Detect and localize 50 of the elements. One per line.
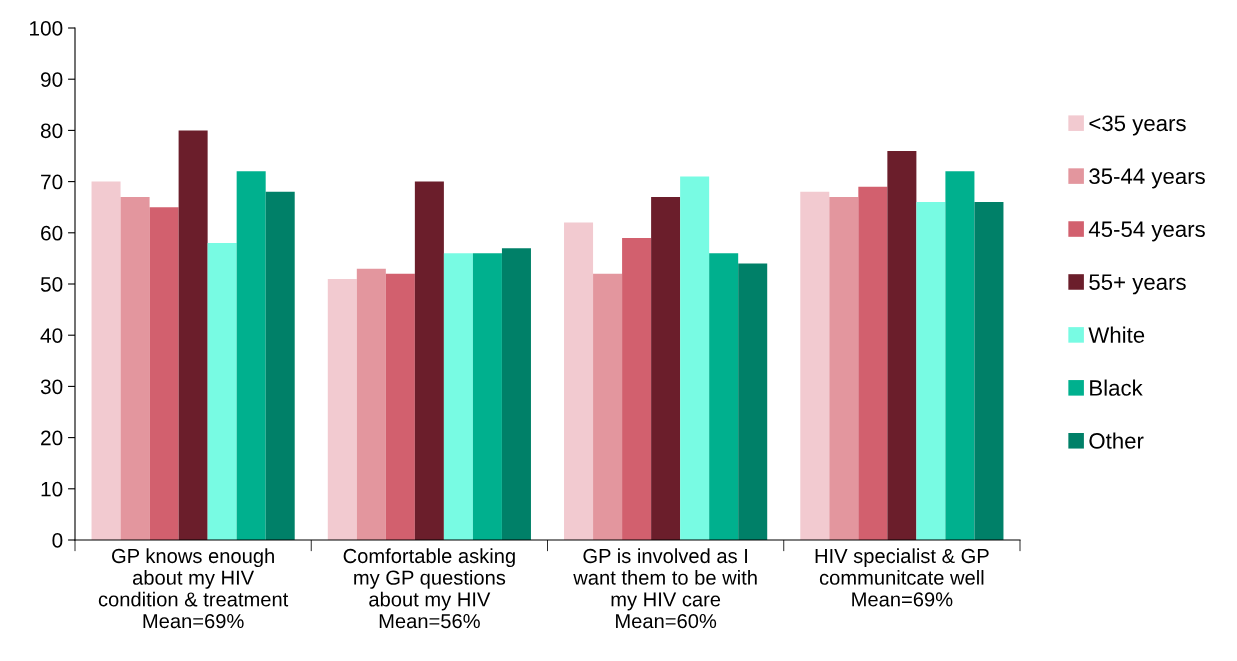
y-tick-label: 40 [40,328,63,343]
bar [887,150,917,540]
bar [236,171,266,540]
y-tick-label: 50 [40,277,63,292]
y-tick-label: 10 [41,481,63,497]
legend-label: White [1088,326,1145,343]
legend-label: Black [1090,379,1143,396]
bar [501,248,531,540]
bar [120,196,150,540]
bar [564,222,594,540]
bar [472,253,502,540]
y-tick-label: 80 [40,123,63,139]
legend-label: 35-44 years [1089,168,1205,189]
y-tick-label: 20 [41,430,63,446]
bar [800,191,830,540]
y-tick-label: 0 [52,533,63,548]
bar [207,243,237,540]
bar [651,196,681,540]
bar [356,268,386,540]
bar [916,202,946,540]
y-tick-label: 100 [30,21,63,36]
legend-label: 55+ years [1089,274,1186,295]
bar [680,176,710,540]
bar [414,181,444,540]
x-tick-label: GP is involved as I want them to be with my HIV care Mean=60% [573,548,757,629]
y-tick-label: 60 [41,225,63,241]
bar [829,196,859,540]
y-tick-label: 30 [40,379,63,395]
bar [709,253,739,540]
bar [385,273,415,540]
bar [443,253,473,540]
x-tick-label: Comfortable asking my GP questions about my HIV Mean=56% [343,548,515,629]
legend-label: 45-54 years [1088,221,1205,242]
y-tick-label: 90 [41,72,63,87]
y-tick-label: 70 [41,174,63,190]
bar [327,278,357,540]
bar [622,237,652,540]
bar [738,263,768,540]
bar [974,202,1004,540]
bar [91,181,121,540]
bar [945,171,975,540]
x-tick-label: HIV specialist & GP communitcate well Mean=69% [815,548,989,607]
bar [858,186,888,540]
legend-label: Other [1089,432,1144,449]
bar [265,191,295,540]
legend-label: <35 years [1089,115,1186,136]
x-tick-label: GP knows enough about my HIV condition & treatment Mean=69% [98,548,289,629]
bar [593,273,623,540]
bar [149,207,179,540]
bar [178,130,208,540]
